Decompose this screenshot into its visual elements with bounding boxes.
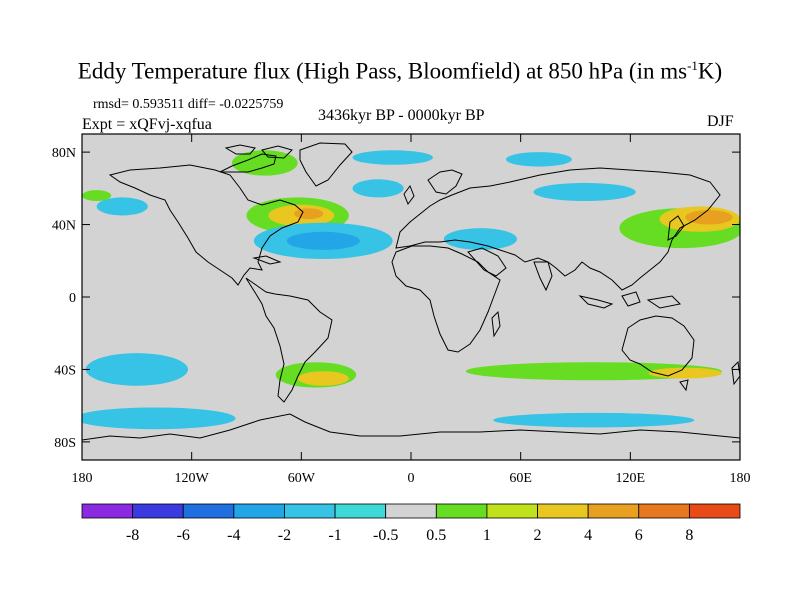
lon-label: 60W xyxy=(288,471,316,486)
lon-label: 120E xyxy=(616,471,646,486)
experiment-label: Expt = xQFvj-xqfua xyxy=(82,116,212,133)
anomaly-southern-ocean-negative-east xyxy=(493,412,695,428)
anomaly-north-atlantic-positive-max xyxy=(294,208,324,220)
colorbar-swatch xyxy=(688,503,741,519)
title-superscript: -1 xyxy=(687,58,698,73)
lon-label: 120W xyxy=(175,471,210,486)
anomaly-middle-east-negative xyxy=(443,228,518,250)
colorbar-label: -1 xyxy=(328,527,341,544)
anomaly-east-asia-pacific-max xyxy=(685,210,733,225)
anomaly-siberia-north-negative xyxy=(506,152,572,167)
anomaly-subtropical-atlantic-negative-core xyxy=(286,231,360,250)
season-label: DJF xyxy=(707,113,734,130)
lon-label: 180 xyxy=(72,471,93,486)
colorbar-label: -6 xyxy=(177,527,190,544)
lat-label: 0 xyxy=(69,291,76,306)
colorbar-swatch xyxy=(284,503,336,519)
plot-title: Eddy Temperature flux (High Pass, Bloomf… xyxy=(0,58,800,85)
anomaly-arctic-canada-positive xyxy=(231,150,298,176)
lat-label: 80N xyxy=(52,146,76,161)
lon-label: 180 xyxy=(730,471,751,486)
anomaly-australia-south-core xyxy=(648,367,722,379)
colorbar-label: -0.5 xyxy=(373,527,398,544)
lat-label: 80S xyxy=(54,436,76,451)
anomaly-arctic-north-negative xyxy=(352,150,433,165)
colorbar-swatch xyxy=(233,503,285,519)
colorbar-swatch xyxy=(587,503,640,519)
colorbar-swatch xyxy=(81,503,134,519)
colorbar-swatch xyxy=(182,503,235,519)
anomaly-north-pacific-east-positive xyxy=(82,190,112,202)
anomaly-europe-negative xyxy=(352,179,404,198)
lat-label: 40S xyxy=(54,363,76,378)
title-main: Eddy Temperature flux (High Pass, Bloomf… xyxy=(77,58,688,84)
lon-label: 0 xyxy=(408,471,415,486)
colorbar-label: 6 xyxy=(635,527,643,544)
colorbar-swatch xyxy=(385,503,437,519)
colorbar-label: 8 xyxy=(685,527,693,544)
time-period-label: 3436kyr BP - 0000kyr BP xyxy=(318,107,485,124)
anomaly-north-pacific-east-negative xyxy=(96,197,148,216)
coastlines xyxy=(82,142,740,441)
map-axes: 80N 40N 0 40S 80S 180 120W 60W 0 60E 120E 180 xyxy=(52,134,751,486)
colorbar-label: -2 xyxy=(278,527,291,544)
anomaly-siberia-negative xyxy=(533,182,636,202)
colorbar-label: 0.5 xyxy=(426,527,446,544)
colorbar: -8 -6 -4 -2 -1 -0.5 0.5 1 2 4 6 8 xyxy=(81,503,741,544)
colorbar-swatch xyxy=(132,503,184,519)
anomaly-south-pacific-negative xyxy=(85,353,189,386)
colorbar-swatch xyxy=(435,503,488,519)
anomaly-southern-ocean-negative-west xyxy=(82,407,236,430)
lat-label: 40N xyxy=(52,219,76,234)
anomaly-south-atlantic-positive-core xyxy=(297,371,349,386)
colorbar-label: 1 xyxy=(483,527,491,544)
lon-label: 60E xyxy=(509,471,532,486)
colorbar-label: 4 xyxy=(584,527,592,544)
colorbar-swatch xyxy=(334,503,387,519)
colorbar-label: -8 xyxy=(126,527,139,544)
colorbar-label: 2 xyxy=(534,527,542,544)
title-end: K) xyxy=(697,58,723,84)
colorbar-label: -4 xyxy=(227,527,240,544)
colorbar-swatch xyxy=(638,503,690,519)
colorbar-swatch xyxy=(537,503,589,519)
rmsd-diff-text: rmsd= 0.593511 diff= -0.0225759 xyxy=(93,97,284,112)
colorbar-swatch xyxy=(486,503,538,519)
